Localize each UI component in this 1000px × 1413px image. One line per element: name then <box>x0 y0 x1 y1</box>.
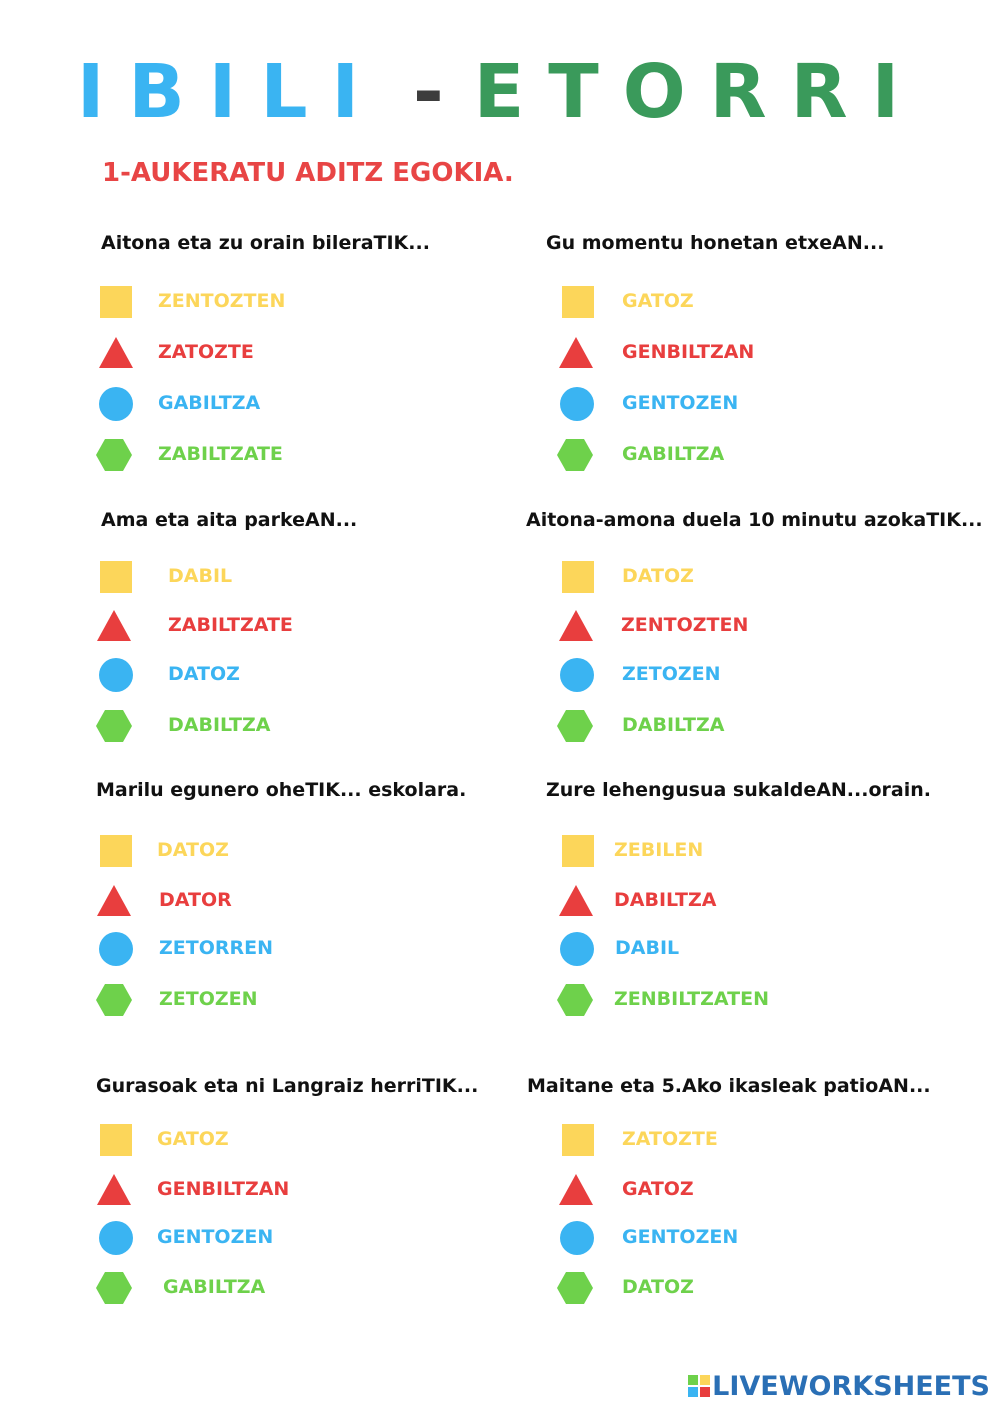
option-label: ZABILTZATE <box>168 614 293 636</box>
option-label: GENTOZEN <box>622 1226 739 1248</box>
circle-icon <box>560 932 594 966</box>
triangle-icon <box>559 1174 593 1205</box>
title-etorri: ETORRI <box>473 49 924 135</box>
question-8-prompt: Maitane eta 5.Ako ikasleak patioAN... <box>527 1075 931 1097</box>
circle-icon <box>99 658 133 692</box>
option-label: ZATOZTE <box>158 341 254 363</box>
option-label: DABILTZA <box>614 889 717 911</box>
hexagon-icon <box>557 984 593 1016</box>
option-label: GENBILTZAN <box>622 341 755 363</box>
option-label: GATOZ <box>622 1178 694 1200</box>
option-label: ZEBILEN <box>614 839 704 861</box>
square-icon <box>100 1124 132 1156</box>
option-label: DABILTZA <box>168 714 271 736</box>
option-label: DATOZ <box>622 565 694 587</box>
circle-icon <box>99 387 133 421</box>
option-label: DABIL <box>615 937 680 959</box>
question-6-prompt: Zure lehengusua sukaldeAN...orain. <box>546 779 931 801</box>
hexagon-icon <box>557 1272 593 1304</box>
triangle-icon <box>559 885 593 916</box>
option-label: ZABILTZATE <box>158 443 283 465</box>
hexagon-icon <box>96 710 132 742</box>
square-icon <box>100 835 132 867</box>
option-label: DATOR <box>159 889 232 911</box>
liveworksheets-text: LIVEWORKSHEETS <box>712 1371 990 1402</box>
square-icon <box>562 1124 594 1156</box>
hexagon-icon <box>96 984 132 1016</box>
option-label: GENBILTZAN <box>157 1178 290 1200</box>
option-label: DABIL <box>168 565 233 587</box>
square-icon <box>100 561 132 593</box>
instruction-heading: 1-AUKERATU ADITZ EGOKIA. <box>102 158 514 188</box>
option-label: GATOZ <box>622 290 694 312</box>
title-dash: - <box>413 49 444 135</box>
option-label: ZATOZTE <box>622 1128 718 1150</box>
liveworksheets-logo-icon <box>688 1375 711 1397</box>
triangle-icon <box>97 1174 131 1205</box>
circle-icon <box>560 658 594 692</box>
triangle-icon <box>559 337 593 368</box>
question-7-prompt: Gurasoak eta ni Langraiz herriTIK... <box>96 1075 479 1097</box>
title-ibili: IBILI <box>76 49 383 135</box>
triangle-icon <box>97 885 131 916</box>
hexagon-icon <box>557 439 593 471</box>
option-label: GABILTZA <box>163 1276 266 1298</box>
circle-icon <box>99 932 133 966</box>
option-label: DATOZ <box>622 1276 694 1298</box>
question-3-prompt: Ama eta aita parkeAN... <box>101 509 358 531</box>
square-icon <box>100 286 132 318</box>
square-icon <box>562 835 594 867</box>
circle-icon <box>560 1221 594 1255</box>
question-1-prompt: Aitona eta zu orain bileraTIK... <box>101 232 430 254</box>
question-5-prompt: Marilu egunero oheTIK... eskolara. <box>96 779 467 801</box>
option-label: GABILTZA <box>158 392 261 414</box>
question-4-prompt: Aitona-amona duela 10 minutu azokaTIK... <box>526 509 983 531</box>
option-label: ZETOZEN <box>622 663 721 685</box>
option-label: ZENTOZTEN <box>158 290 286 312</box>
option-label: ZENBILTZATEN <box>614 988 769 1010</box>
page-title: IBILI - ETORRI <box>0 42 1000 142</box>
hexagon-icon <box>557 710 593 742</box>
square-icon <box>562 561 594 593</box>
hexagon-icon <box>96 439 132 471</box>
option-label: GENTOZEN <box>622 392 739 414</box>
option-label: GABILTZA <box>622 443 725 465</box>
option-label: GATOZ <box>157 1128 229 1150</box>
option-label: GENTOZEN <box>157 1226 274 1248</box>
square-icon <box>562 286 594 318</box>
option-label: DATOZ <box>157 839 229 861</box>
triangle-icon <box>97 610 131 641</box>
option-label: DATOZ <box>168 663 240 685</box>
triangle-icon <box>559 610 593 641</box>
circle-icon <box>99 1221 133 1255</box>
hexagon-icon <box>96 1272 132 1304</box>
circle-icon <box>560 387 594 421</box>
liveworksheets-logo: LIVEWORKSHEETS <box>688 1371 990 1403</box>
option-label: DABILTZA <box>622 714 725 736</box>
triangle-icon <box>99 337 133 368</box>
option-label: ZENTOZTEN <box>621 614 749 636</box>
option-label: ZETOZEN <box>159 988 258 1010</box>
question-2-prompt: Gu momentu honetan etxeAN... <box>546 232 885 254</box>
option-label: ZETORREN <box>159 937 274 959</box>
